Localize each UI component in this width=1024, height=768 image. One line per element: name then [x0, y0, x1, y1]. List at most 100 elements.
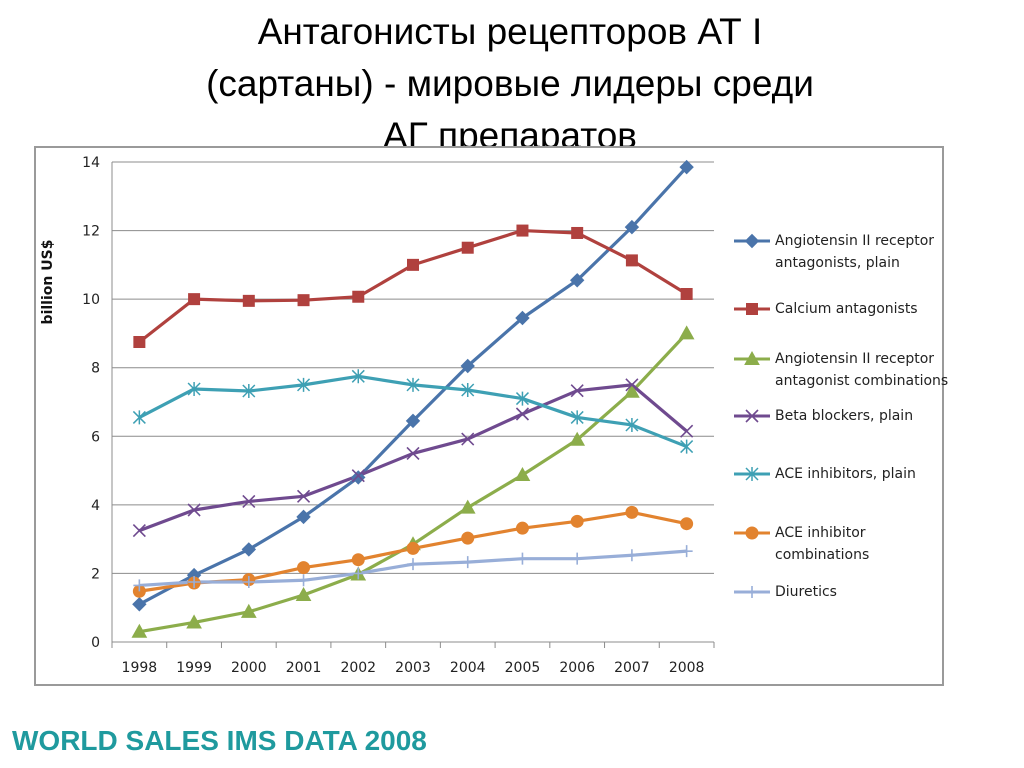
y-tick-label: 2	[91, 566, 100, 582]
legend-swatch	[734, 233, 770, 249]
data-point-series-7	[516, 552, 529, 565]
data-point-series-7	[297, 574, 310, 587]
y-tick-label: 10	[82, 292, 100, 308]
data-point-series-3	[186, 614, 202, 629]
x-tick-label: 2006	[559, 660, 595, 676]
data-point-series-7	[242, 576, 255, 588]
x-tick-label: 2005	[505, 660, 541, 676]
data-point-series-3	[514, 467, 531, 482]
legend-swatch	[734, 467, 770, 481]
x-tick-label: 2000	[231, 660, 267, 676]
legend-label: Calcium antagonists	[775, 301, 918, 317]
x-tick-label: 2002	[340, 660, 376, 676]
data-point-series-2	[680, 288, 693, 300]
y-tick-label: 4	[91, 498, 100, 514]
data-point-series-7	[680, 545, 693, 558]
data-point-series-1	[569, 273, 585, 288]
legend-swatch	[734, 409, 770, 423]
x-tick-label: 2007	[614, 660, 650, 676]
series-line-2	[138, 228, 688, 344]
data-point-series-6	[680, 517, 694, 531]
data-point-series-5	[132, 410, 146, 425]
data-point-series-6	[351, 553, 365, 567]
data-point-series-3	[569, 431, 586, 446]
data-point-series-5	[461, 383, 475, 397]
data-point-series-2	[625, 254, 638, 267]
x-tick-label: 1999	[176, 660, 212, 676]
legend-swatch	[734, 526, 770, 540]
data-point-series-1	[351, 470, 366, 485]
x-tick-label: 1998	[122, 660, 158, 676]
y-tick-label: 14	[82, 155, 100, 171]
data-point-series-6	[406, 541, 420, 555]
legend-marker	[746, 303, 758, 315]
data-point-series-1	[132, 597, 147, 612]
data-point-series-3	[131, 623, 148, 638]
legend-marker	[745, 526, 759, 540]
legend-marker	[744, 350, 760, 365]
data-point-series-3	[459, 499, 476, 514]
data-point-series-3	[678, 325, 695, 340]
data-point-series-7	[352, 567, 365, 580]
x-tick-label: 2008	[669, 660, 705, 676]
line-chart: 0 2 4 6 8 10 12 14 1998 1999 2000 2001 2002 2003 2004 2…	[40, 155, 715, 676]
data-point-series-2	[571, 226, 584, 239]
data-point-series-5	[242, 384, 256, 399]
data-point-series-4	[242, 494, 256, 508]
legend-label: Angiotensin II receptor antagonist combi…	[775, 351, 949, 389]
y-tick-label: 0	[91, 635, 100, 651]
data-point-series-5	[406, 377, 420, 392]
data-point-series-4	[296, 489, 311, 503]
legend-marker	[745, 409, 759, 423]
legend-swatch	[734, 586, 770, 598]
data-point-series-7	[461, 556, 474, 569]
data-point-series-2	[133, 336, 146, 348]
legend-label: ACE inhibitors, plain	[775, 466, 916, 482]
legend-label: Angiotensin II receptor antagonists, pla…	[775, 233, 935, 271]
data-point-series-4	[351, 469, 365, 483]
data-point-series-5	[297, 377, 311, 392]
data-point-series-5	[515, 391, 529, 406]
data-point-series-2	[297, 294, 310, 307]
data-point-series-6	[297, 561, 311, 575]
data-point-series-1	[241, 542, 257, 557]
data-point-series-2	[188, 293, 201, 306]
y-tick-label: 6	[91, 429, 100, 445]
data-point-series-5	[570, 410, 584, 425]
data-point-series-6	[625, 505, 639, 519]
data-point-series-7	[407, 558, 419, 571]
legend-marker	[746, 586, 758, 598]
data-point-series-4	[187, 503, 201, 517]
axes	[111, 162, 715, 648]
data-point-series-5	[680, 439, 694, 454]
data-point-series-7	[188, 576, 201, 588]
data-point-series-7	[571, 552, 584, 565]
x-tick-label: 2001	[286, 660, 322, 676]
slide-footer: WORLD SALES IMS DATA 2008	[12, 725, 427, 756]
series-markers	[131, 159, 695, 638]
axis-labels: 0 2 4 6 8 10 12 14 1998 1999 2000 2001 2002 2003 2004 2…	[40, 155, 704, 676]
data-point-series-4	[461, 432, 475, 446]
data-point-series-7	[133, 579, 146, 592]
chart-frame	[34, 146, 944, 686]
data-point-series-5	[625, 417, 639, 432]
y-tick-label: 12	[82, 224, 100, 240]
data-point-series-3	[240, 603, 257, 618]
legend-swatch	[734, 350, 770, 365]
legend-marker	[744, 233, 760, 249]
legend-label: Beta blockers, plain	[775, 408, 914, 424]
data-point-series-6	[461, 531, 475, 545]
data-point-series-4	[515, 407, 530, 421]
data-point-series-2	[461, 241, 474, 254]
data-point-series-4	[570, 384, 584, 398]
data-point-series-2	[407, 258, 419, 271]
x-tick-label: 2004	[450, 660, 486, 676]
data-point-series-3	[624, 383, 640, 398]
y-axis-label: billion US$	[40, 240, 56, 325]
data-point-series-6	[570, 514, 584, 528]
data-point-series-3	[295, 587, 312, 602]
data-point-series-4	[680, 424, 694, 438]
legend-marker	[745, 467, 759, 481]
x-tick-label: 2003	[395, 660, 431, 676]
data-point-series-4	[132, 524, 146, 538]
